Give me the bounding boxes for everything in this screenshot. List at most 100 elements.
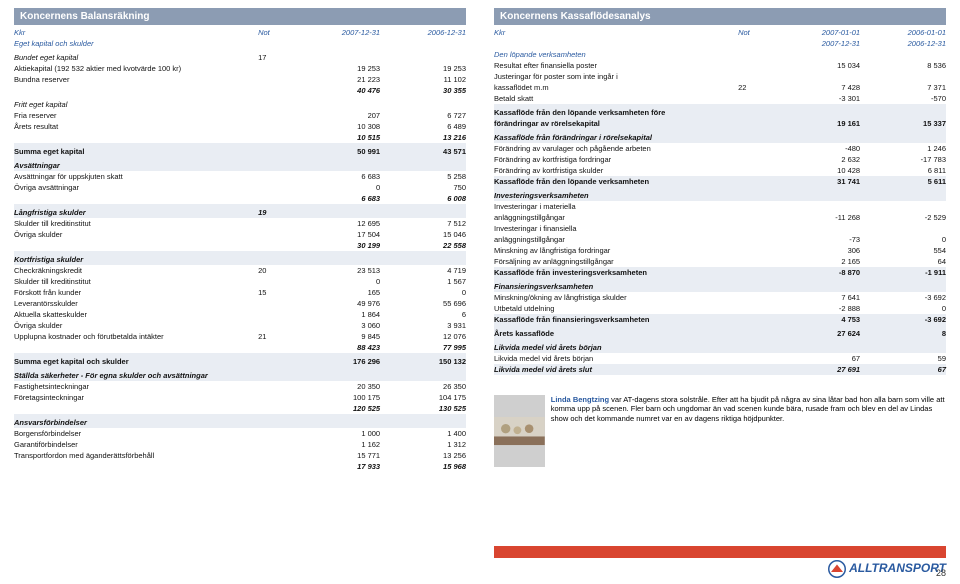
row-v2: 12 076 (380, 331, 466, 342)
story-name: Linda Bengtzing (551, 395, 609, 404)
kf-fin-v2: -3 692 (860, 314, 946, 325)
row-v1: 1 864 (294, 309, 380, 320)
row-v1: 9 845 (294, 331, 380, 342)
hdr-kkr: Kkr (14, 27, 258, 38)
sum-ans-1: 17 933 (294, 461, 380, 472)
row-v2: -2 529 (860, 212, 946, 223)
row-v2: 554 (860, 245, 946, 256)
row-v1: 2 632 (774, 154, 860, 165)
row-v1: 7 428 (774, 82, 860, 93)
ror-hdr: Kassaflöde från förändringar i rörelseka… (494, 129, 946, 143)
row-v2: 6 727 (380, 110, 466, 121)
row-label: Förändring av kortfristiga fordringar (494, 154, 738, 165)
row-v2: 19 253 (380, 63, 466, 74)
row-label: Förändring av kortfristiga skulder (494, 165, 738, 176)
row-v1 (774, 201, 860, 212)
row-v2: 55 696 (380, 298, 466, 309)
table-row: Fria reserver2076 727 (14, 110, 466, 121)
row-v1: 49 976 (294, 298, 380, 309)
row-v2: 0 (860, 234, 946, 245)
table-row: Förskott från kunder151650 (14, 287, 466, 298)
table-row: Investeringar i finansiella (494, 223, 946, 234)
kf-fore-2: förändringar av rörelsekapital (494, 118, 738, 129)
row-not (738, 201, 774, 212)
row-v2: 13 256 (380, 450, 466, 461)
table-row: anläggningstillgångar-11 268-2 529 (494, 212, 946, 223)
row-v2: 6 (380, 309, 466, 320)
ans-hdr: Ansvarsförbindelser (14, 414, 466, 428)
row-not (258, 381, 294, 392)
cashflow-column: Koncernens Kassaflödesanalys Kkr Not 200… (480, 0, 960, 584)
ar-kf-l: Årets kassaflöde (494, 325, 738, 339)
row-v1: 6 683 (294, 171, 380, 182)
sum-eget-1: 50 991 (294, 143, 380, 157)
table-row: Övriga skulder3 0603 931 (14, 320, 466, 331)
row-v1: 3 060 (294, 320, 380, 331)
row-v2: -570 (860, 93, 946, 104)
row-not: 20 (258, 265, 294, 276)
row-label: Företagsinteckningar (14, 392, 258, 403)
row-label: Minskning av långfristiga fordringar (494, 245, 738, 256)
row-label: Årets resultat (14, 121, 258, 132)
row-v1: 0 (294, 182, 380, 193)
row-not (738, 292, 774, 303)
sum-lang-1: 30 199 (294, 240, 380, 251)
sum-all-2: 150 132 (380, 353, 466, 367)
row-label: Förändring av varulager och pågående arb… (494, 143, 738, 154)
sum-kort-2: 77 995 (380, 342, 466, 353)
row-not (258, 121, 294, 132)
row-not (738, 234, 774, 245)
row-v1: 1 162 (294, 439, 380, 450)
table-row: Upplupna kostnader och förutbetalda intä… (14, 331, 466, 342)
row-label: Skulder till kreditinstitut (14, 218, 258, 229)
sum-sak-1: 120 525 (294, 403, 380, 414)
row-not (258, 450, 294, 461)
sum-fritt-2: 13 216 (380, 132, 466, 143)
lang-hdr: Långfristiga skulder (14, 204, 258, 218)
row-v1: -73 (774, 234, 860, 245)
row-v2: 0 (380, 287, 466, 298)
kf-fore-1: Kassaflöde från den löpande verksamheten… (494, 104, 738, 118)
story-photo-placeholder (494, 395, 545, 467)
row-v2: 3 931 (380, 320, 466, 331)
sum-eget-label: Summa eget kapital (14, 143, 258, 157)
row-v1: 17 504 (294, 229, 380, 240)
table-row: Minskning av långfristiga fordringar3065… (494, 245, 946, 256)
row-v2: 64 (860, 256, 946, 267)
row-label: Aktuella skatteskulder (14, 309, 258, 320)
row-v1: -3 301 (774, 93, 860, 104)
r-hdr-07b: 2007-12-31 (774, 38, 860, 49)
row-label: Förskott från kunder (14, 287, 258, 298)
table-row: Investeringar i materiella (494, 201, 946, 212)
row-v1: -11 268 (774, 212, 860, 223)
table-row: Leverantörsskulder49 97655 696 (14, 298, 466, 309)
row-not (738, 71, 774, 82)
story-body: var AT-dagens stora solstråle. Efter att… (551, 395, 945, 423)
row-v1: -480 (774, 143, 860, 154)
table-row: Minskning/ökning av långfristiga skulder… (494, 292, 946, 303)
cashflow-table: Kkr Not 2007-01-01 2006-01-01 2007-12-31… (494, 27, 946, 375)
row-v2: 7 512 (380, 218, 466, 229)
row-label: anläggningstillgångar (494, 234, 738, 245)
row-not (738, 212, 774, 223)
row-v1: 100 175 (294, 392, 380, 403)
table-row: Skulder till kreditinstitut01 567 (14, 276, 466, 287)
row-label: Borgensförbindelser (14, 428, 258, 439)
row-label: Bundna reserver (14, 74, 258, 85)
row-not (738, 165, 774, 176)
section-fritt: Fritt eget kapital (14, 96, 258, 110)
row-not (738, 245, 774, 256)
kf-fore-v1: 19 161 (774, 118, 860, 129)
table-row: Aktuella skatteskulder 1 8646 (14, 309, 466, 320)
row-v2 (860, 71, 946, 82)
row-not: 22 (738, 82, 774, 93)
story-block: Linda Bengtzing var AT-dagens stora sols… (494, 395, 946, 467)
row-label: Checkräkningskredit (14, 265, 258, 276)
row-not (258, 218, 294, 229)
table-row: Skulder till kreditinstitut12 6957 512 (14, 218, 466, 229)
row-v1: 1 000 (294, 428, 380, 439)
row-label: Övriga skulder (14, 229, 258, 240)
table-row: Förändring av varulager och pågående arb… (494, 143, 946, 154)
row-not (258, 392, 294, 403)
sum-bundet-1: 40 476 (294, 85, 380, 96)
